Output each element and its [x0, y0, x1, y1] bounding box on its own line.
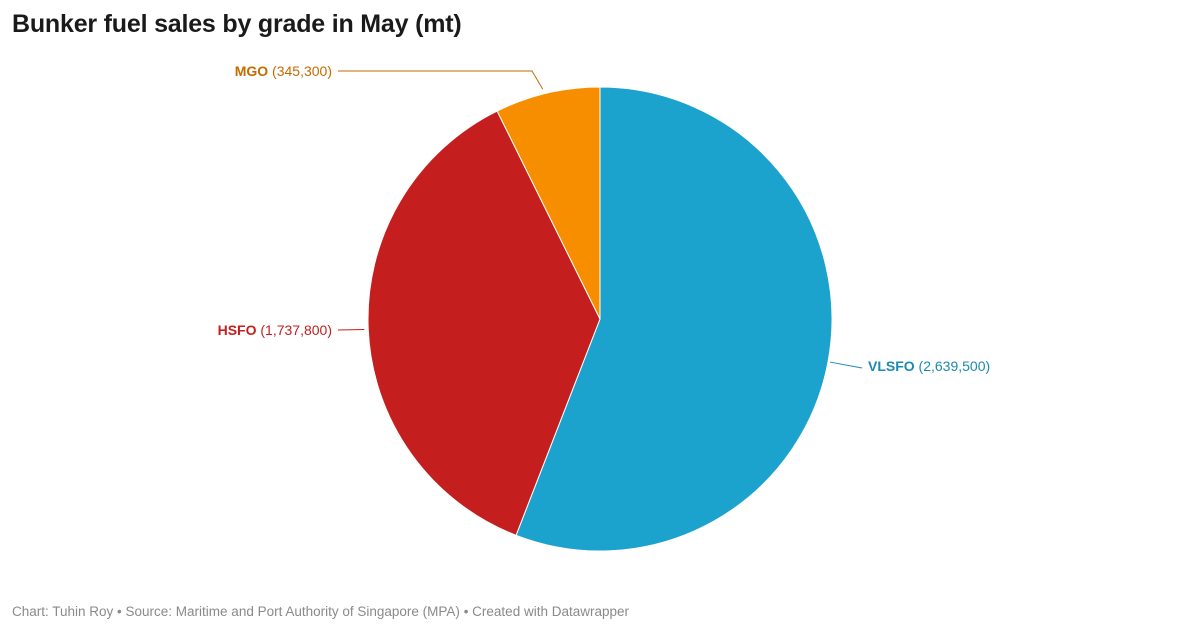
- slice-label-value: (1,737,800): [257, 322, 333, 338]
- footer-separator: •: [459, 604, 473, 619]
- slice-label-value: (2,639,500): [915, 358, 991, 374]
- footer-separator: •: [113, 604, 126, 619]
- slice-label-name: HSFO: [218, 322, 257, 338]
- chart-footer: Chart: Tuhin Roy • Source: Maritime and …: [12, 604, 629, 619]
- slice-label-hsfo: HSFO (1,737,800): [218, 322, 332, 338]
- chart-title: Bunker fuel sales by grade in May (mt): [12, 10, 462, 38]
- slice-label-name: MGO: [235, 63, 269, 79]
- footer-source: Source: Maritime and Port Authority of S…: [125, 604, 460, 619]
- pie-slice-mgo: [496, 86, 601, 320]
- footer-tool: Created with Datawrapper: [472, 604, 629, 619]
- slice-label-name: VLSFO: [868, 358, 915, 374]
- slice-label-mgo: MGO (345,300): [235, 63, 332, 79]
- slice-label-vlsfo: VLSFO (2,639,500): [868, 358, 990, 374]
- pie-slice-hsfo: [367, 110, 601, 536]
- footer-credit: Chart: Tuhin Roy: [12, 604, 114, 619]
- pie-slices: [367, 86, 833, 552]
- leader-line-mgo: [338, 70, 544, 90]
- pie-slice-vlsfo: [515, 86, 833, 552]
- leader-line-vlsfo: [829, 361, 863, 369]
- pie-labels: VLSFO (2,639,500) HSFO (1,737,800) MGO (34…: [218, 63, 991, 374]
- slice-label-value: (345,300): [268, 63, 332, 79]
